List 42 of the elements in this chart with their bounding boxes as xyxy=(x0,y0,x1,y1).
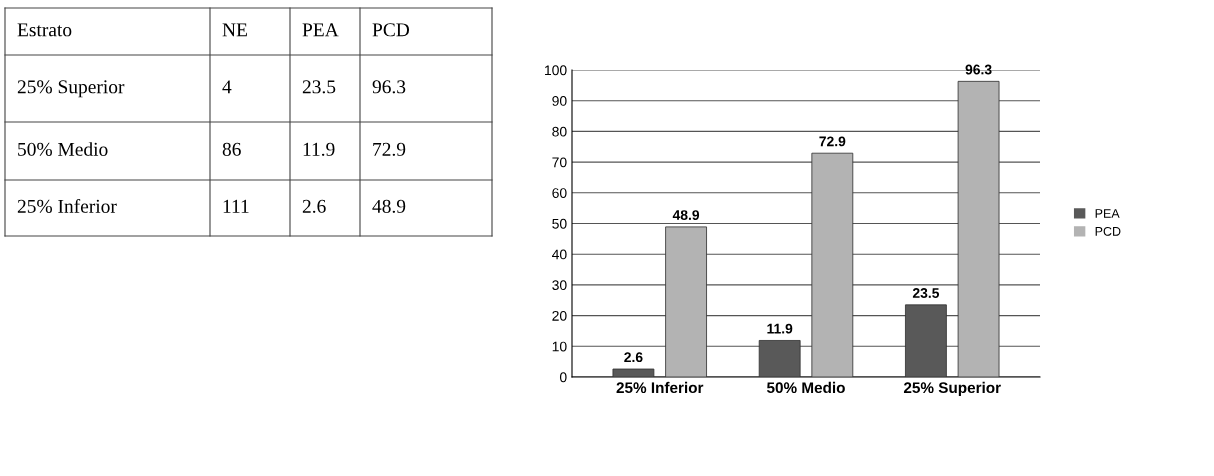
category-label: PCD xyxy=(372,23,410,37)
text: 111 xyxy=(223,199,249,213)
bar xyxy=(957,80,1000,377)
data-label: 11.9 xyxy=(767,323,793,334)
y-tick-label: 70 xyxy=(552,157,567,168)
x-tick-label: 25% Inferior xyxy=(616,381,704,394)
y-tick-label: 60 xyxy=(552,188,567,198)
category-label: NE xyxy=(222,23,247,37)
category-label: Estrato xyxy=(17,23,72,37)
text: 50% Medio xyxy=(18,142,108,156)
text: 96.3 xyxy=(372,80,406,94)
text: 86 xyxy=(222,142,241,156)
y-tick-label: 100 xyxy=(545,65,567,76)
data-label: 96.3 xyxy=(965,64,992,75)
data-label: 23.5 xyxy=(912,288,940,298)
x-tick-label: 25% Superior xyxy=(903,381,1001,397)
text: 23.5 xyxy=(302,80,336,94)
y-tick-label: 10 xyxy=(552,341,567,352)
y-tick-label: 0 xyxy=(559,372,567,383)
text: 48.9 xyxy=(372,199,406,213)
legend-label: PEA xyxy=(1095,209,1120,218)
text: 2.6 xyxy=(302,199,326,213)
category-label: PEA xyxy=(302,23,339,37)
y-tick-label: 30 xyxy=(552,280,567,291)
y-tick-label: 40 xyxy=(552,249,567,260)
text: 25% Inferior xyxy=(17,198,117,213)
text: 25% Superior xyxy=(17,80,125,98)
bar xyxy=(612,368,655,377)
y-tick-label: 80 xyxy=(552,126,567,137)
legend-label: PCD xyxy=(1095,226,1121,236)
text: 72.9 xyxy=(373,142,406,156)
text: 4 xyxy=(222,80,232,94)
data-label: 2.6 xyxy=(624,352,643,363)
bar xyxy=(665,226,707,377)
data-label: 72.9 xyxy=(819,136,846,147)
text: 11.9 xyxy=(303,142,335,156)
y-tick-label: 90 xyxy=(552,96,567,106)
bar xyxy=(811,152,854,377)
x-tick-label: 50% Medio xyxy=(767,381,845,394)
y-tick-label: 50 xyxy=(552,218,567,229)
y-tick-label: 20 xyxy=(552,310,567,321)
data-label: 48.9 xyxy=(672,210,700,220)
